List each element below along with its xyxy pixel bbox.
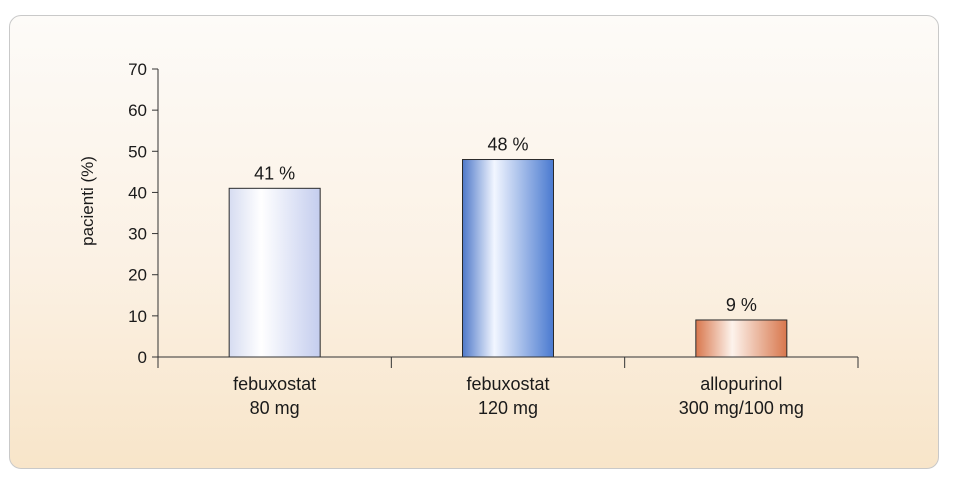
y-axis-label: pacienti (%) [78,156,97,246]
y-tick-label: 10 [128,307,147,326]
bar-1 [228,187,321,358]
x-category-label-line1: febuxostat [233,374,316,394]
x-category-label-line1: febuxostat [466,374,549,394]
data-label: 48 % [487,135,528,155]
y-tick-label: 50 [128,142,147,161]
y-tick-label: 20 [128,266,147,285]
y-tick-label: 60 [128,101,147,120]
bar-2 [462,159,554,358]
y-tick-label: 70 [128,60,147,79]
data-label: 41 % [254,163,295,183]
x-category-label-line2: 300 mg/100 mg [679,398,804,418]
y-tick-label: 0 [138,348,147,367]
y-tick-label: 40 [128,183,147,202]
x-category-label-line1: allopurinol [700,374,782,394]
x-category-label-line2: 120 mg [478,398,538,418]
x-category-label-line2: 80 mg [250,398,300,418]
data-label: 9 % [726,295,757,315]
bar-3 [695,319,788,358]
y-tick-label: 30 [128,225,147,244]
